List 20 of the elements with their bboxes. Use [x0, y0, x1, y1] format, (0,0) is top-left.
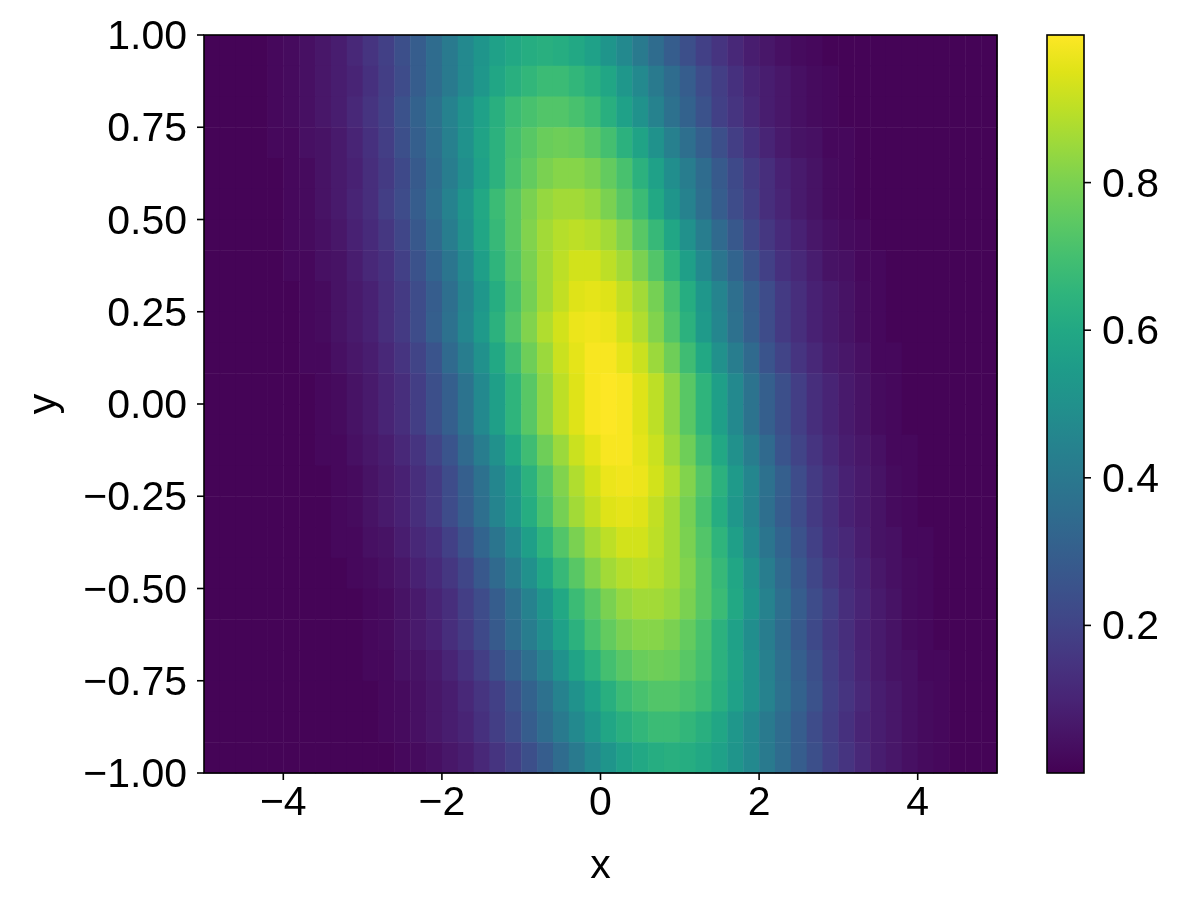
x-tick-label: −4: [259, 778, 307, 824]
x-tick-label: 2: [747, 778, 771, 824]
color-bar-label: 0.8: [1102, 159, 1159, 206]
y-tick-label: 0.50: [107, 196, 187, 243]
x-axis-title: x: [590, 841, 612, 887]
y-tick-label: −0.25: [83, 473, 187, 520]
x-tick-label: −2: [418, 778, 466, 824]
y-axis-title: y: [19, 393, 65, 415]
y-tick-label: −1.00: [83, 750, 187, 796]
x-tick-label: 4: [906, 778, 930, 824]
color-bar-label: 0.6: [1102, 307, 1159, 354]
color-bar-label: 0.4: [1102, 454, 1159, 501]
y-tick-label: 1.00: [107, 12, 187, 58]
y-tick-label: 0.00: [107, 381, 187, 427]
y-tick-label: 0.75: [107, 104, 187, 151]
color-bar-label: 0.2: [1102, 602, 1159, 649]
x-tick-label: 0: [589, 778, 612, 824]
y-tick-label: −0.75: [83, 657, 187, 704]
y-tick-label: −0.50: [83, 565, 187, 612]
y-tick-label: 0.25: [107, 288, 187, 335]
